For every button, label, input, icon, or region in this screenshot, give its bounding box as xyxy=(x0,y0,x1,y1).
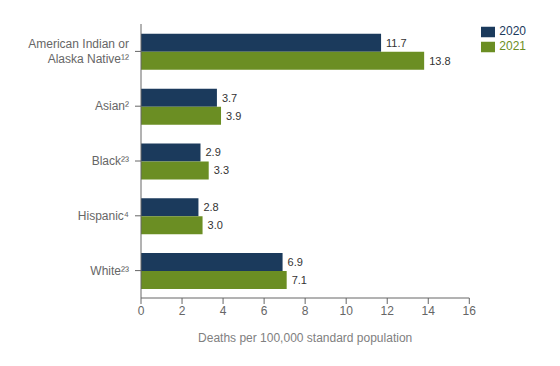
svg-text:Deaths per 100,000 standard po: Deaths per 100,000 standard population xyxy=(198,331,412,345)
svg-text:2.9: 2.9 xyxy=(206,146,221,158)
svg-text:White²³: White²³ xyxy=(90,264,129,278)
svg-text:6: 6 xyxy=(261,304,268,318)
svg-text:2: 2 xyxy=(179,304,186,318)
svg-text:Black²³: Black²³ xyxy=(92,154,129,168)
html-text:2021: 2021 xyxy=(499,38,526,53)
svg-text:Asian²: Asian² xyxy=(95,99,129,113)
svg-text:3.9: 3.9 xyxy=(226,110,241,122)
svg-text:12: 12 xyxy=(381,304,395,318)
svg-text:0: 0 xyxy=(138,304,145,318)
svg-text:10: 10 xyxy=(340,304,354,318)
svg-text:3.0: 3.0 xyxy=(208,219,223,231)
svg-text:8: 8 xyxy=(302,304,309,318)
svg-text:American Indian orAlaska Nativ: American Indian orAlaska Native¹² xyxy=(28,37,129,65)
svg-text:11.7: 11.7 xyxy=(386,37,407,49)
svg-text:3.3: 3.3 xyxy=(214,164,229,176)
svg-text:3.7: 3.7 xyxy=(222,92,237,104)
svg-text:14: 14 xyxy=(422,304,436,318)
svg-text:16: 16 xyxy=(463,304,477,318)
svg-text:6.9: 6.9 xyxy=(288,256,303,268)
svg-text:13.8: 13.8 xyxy=(429,55,450,67)
html-text:2020: 2020 xyxy=(499,24,526,38)
svg-text:Hispanic⁴: Hispanic⁴ xyxy=(78,209,129,223)
svg-text:2.8: 2.8 xyxy=(203,201,218,213)
svg-text:4: 4 xyxy=(220,304,227,318)
svg-text:7.1: 7.1 xyxy=(292,274,307,286)
